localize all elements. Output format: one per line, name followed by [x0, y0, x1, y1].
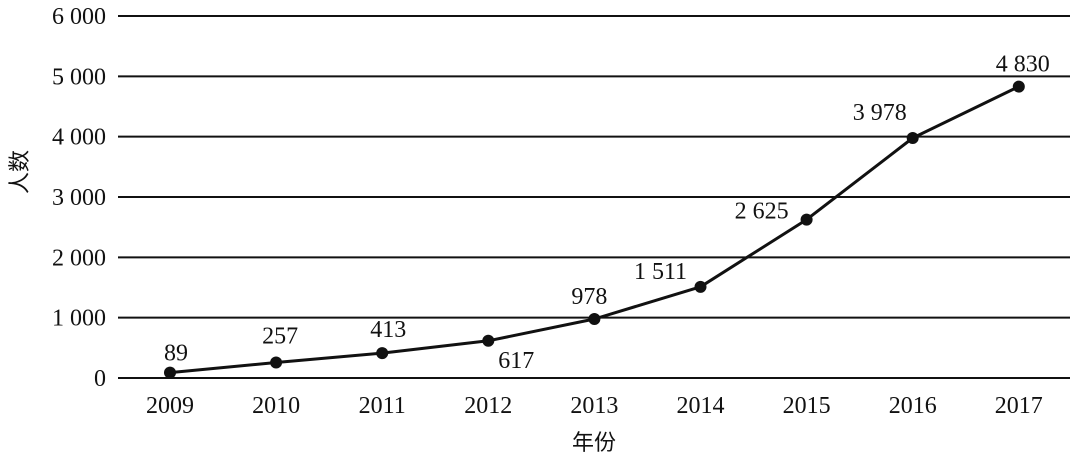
data-label: 978 [571, 284, 607, 310]
data-labels: 89 257 413 617 978 1 511 2 625 3 978 4 830 [164, 52, 1050, 374]
data-point [694, 280, 707, 293]
data-label: 257 [262, 323, 298, 349]
data-point [906, 131, 919, 144]
data-point [164, 366, 176, 379]
x-axis-title: 年份 [572, 431, 616, 456]
data-points [164, 80, 1025, 379]
y-tick-label: 3 000 [52, 185, 106, 211]
x-tick-label: 2012 [464, 393, 512, 419]
data-label: 2 625 [735, 199, 789, 225]
y-tick-label: 1 000 [52, 306, 106, 332]
data-label: 1 511 [634, 259, 687, 285]
y-tick-label: 6 000 [52, 4, 106, 30]
data-label: 617 [498, 348, 534, 374]
data-label: 4 830 [996, 52, 1050, 78]
x-tick-label: 2011 [359, 393, 406, 419]
data-point [482, 334, 495, 347]
y-tick-label: 4 000 [52, 125, 106, 151]
data-point [270, 356, 283, 369]
data-label: 89 [164, 341, 188, 367]
y-tick-label: 0 [94, 366, 106, 392]
y-tick-labels: 0 1 000 2 000 3 000 4 000 5 000 6 000 [52, 4, 106, 392]
grid-lines [118, 15, 1070, 379]
x-tick-label: 2013 [570, 393, 618, 419]
x-tick-label: 2009 [146, 393, 194, 419]
x-tick-label: 2010 [252, 393, 300, 419]
y-tick-label: 2 000 [52, 245, 106, 271]
x-tick-label: 2014 [677, 393, 725, 419]
data-point [1012, 80, 1025, 93]
data-point [376, 347, 389, 360]
data-point [588, 312, 601, 325]
data-point [800, 213, 813, 226]
x-tick-label: 2017 [995, 393, 1043, 419]
data-label: 3 978 [853, 100, 907, 126]
data-label: 413 [370, 317, 406, 343]
x-tick-labels: 2009 2010 2011 2012 2013 2014 2015 2016 2017 [146, 393, 1043, 419]
x-tick-label: 2016 [889, 393, 937, 419]
x-tick-label: 2015 [783, 393, 831, 419]
y-tick-label: 5 000 [52, 64, 106, 90]
y-axis-title: 人数 [8, 150, 33, 194]
